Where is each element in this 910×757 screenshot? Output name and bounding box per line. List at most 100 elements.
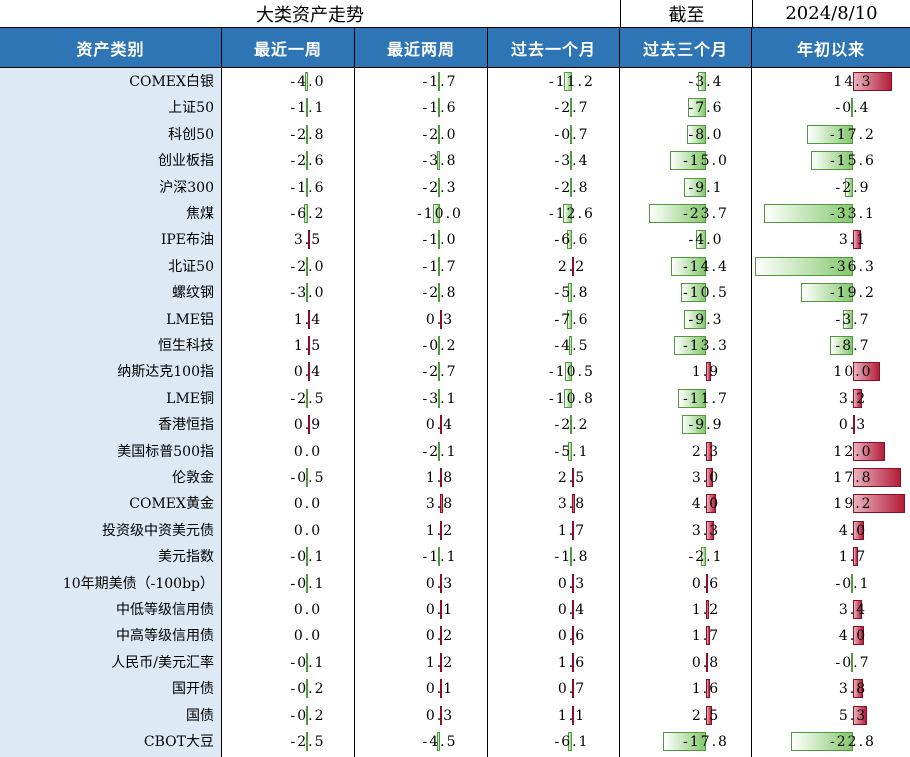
value-cell: 3.5 <box>222 227 354 253</box>
negative-bar <box>683 309 706 329</box>
asset-name: 人民币/美元汇率 <box>111 654 214 671</box>
value-text: -8.7 <box>835 338 871 354</box>
value-text: -2.8 <box>422 285 458 302</box>
positive-bar <box>706 573 708 593</box>
value-text: -2.3 <box>422 179 458 196</box>
positive-bar <box>440 520 442 540</box>
value-cell: 0.4 <box>488 597 619 623</box>
value-cell: 3.8 <box>752 676 910 702</box>
value-cell: -22.8 <box>752 729 910 755</box>
value-text: -3.7 <box>835 311 871 328</box>
table-row: 纳斯达克100指 0.4 -2.7 -10.5 1.9 10.0 <box>0 359 910 385</box>
negative-bar <box>438 124 440 144</box>
value-text: -2.9 <box>835 179 871 196</box>
positive-bar <box>706 362 711 382</box>
negative-bar <box>306 468 308 487</box>
value-cell: -1.0 <box>355 227 487 253</box>
value-cell: 0.6 <box>488 623 619 649</box>
value-text: -2.1 <box>688 549 724 566</box>
value-text: -14.4 <box>683 258 729 275</box>
value-cell: 2.3 <box>620 439 751 465</box>
value-cell: 1.7 <box>752 544 910 570</box>
value-text: -11.2 <box>549 74 595 90</box>
value-cell: -1.1 <box>222 95 354 121</box>
value-cell: 1.9 <box>620 359 751 385</box>
asset-name: COMEX白银 <box>129 74 214 90</box>
value-text: 2.3 <box>691 443 721 460</box>
positive-bar <box>308 415 310 435</box>
negative-bar <box>564 72 572 91</box>
positive-bar <box>706 441 712 461</box>
negative-bar <box>680 283 706 303</box>
table-row: 美元指数 -0.1 -1.1 -1.8 -2.1 1.7 <box>0 544 910 570</box>
positive-bar <box>853 600 863 619</box>
positive-bar <box>853 494 905 514</box>
positive-bar <box>706 652 708 672</box>
asset-name: 恒生科技 <box>158 338 214 354</box>
value-cell: -10.0 <box>355 201 487 227</box>
asset-name: 香港恒指 <box>158 417 214 434</box>
value-text: -9.3 <box>688 311 724 328</box>
asset-name: 美元指数 <box>158 549 214 566</box>
value-cell: 3.2 <box>752 386 910 412</box>
negative-bar <box>570 547 572 567</box>
value-cell: -2.6 <box>222 148 354 174</box>
value-cell: -0.2 <box>222 676 354 702</box>
positive-bar <box>572 468 574 487</box>
negative-bar <box>649 204 706 223</box>
positive-bar <box>706 705 712 725</box>
table-row: CBOT大豆 -2.5 -4.5 -6.1 -17.8 -22.8 <box>0 729 910 755</box>
value-cell: -36.3 <box>752 254 910 280</box>
value-text: -2.7 <box>422 364 458 381</box>
value-cell: -6.1 <box>488 729 619 755</box>
value-cell: -0.1 <box>222 650 354 676</box>
value-cell: -3.1 <box>355 386 487 412</box>
column-divider <box>354 68 355 757</box>
positive-bar <box>440 705 442 725</box>
negative-bar <box>754 256 853 276</box>
value-text: 0.4 <box>425 417 455 434</box>
positive-bar <box>853 362 880 382</box>
table-row: 投资级中资美元债 0.0 1.2 1.7 3.3 4.0 <box>0 518 910 544</box>
table-row: 香港恒指 0.9 0.4 -2.2 -9.9 0.3 <box>0 412 910 438</box>
table-row: 中高等级信用债 0.0 0.2 0.6 1.7 4.0 <box>0 623 910 649</box>
value-text: -2.7 <box>554 100 590 117</box>
negative-bar <box>438 177 440 197</box>
value-text: -1.7 <box>422 74 458 90</box>
positive-bar <box>440 415 442 435</box>
negative-bar <box>570 177 572 197</box>
value-text: 0.1 <box>425 681 455 698</box>
value-cell: 3.3 <box>620 518 751 544</box>
value-cell: -33.1 <box>752 201 910 227</box>
value-text: 3.3 <box>691 522 721 539</box>
asset-name: LME铝 <box>166 311 214 328</box>
value-text: -10.5 <box>683 285 729 302</box>
value-text: 14.3 <box>833 74 873 90</box>
value-text: 0.0 <box>293 602 323 618</box>
value-cell: 19.2 <box>752 491 910 517</box>
value-cell: -1.7 <box>355 69 487 95</box>
asset-name: LME铜 <box>166 390 214 407</box>
negative-bar <box>686 124 706 144</box>
value-cell: 1.5 <box>222 333 354 359</box>
negative-bar <box>851 98 853 118</box>
value-text: -8.0 <box>688 126 724 143</box>
positive-bar <box>440 626 442 646</box>
column-header-1m: 过去一个月 <box>488 28 620 67</box>
positive-bar <box>440 309 442 329</box>
positive-bar <box>853 230 862 250</box>
value-text: 0.8 <box>691 654 721 671</box>
positive-bar <box>572 256 574 276</box>
value-text: 4.0 <box>838 522 868 539</box>
table-row: 创业板指 -2.6 -3.8 -3.4 -15.0 -15.6 <box>0 148 910 174</box>
table-row: 中低等级信用债 0.0 0.1 0.4 1.2 3.4 <box>0 597 910 623</box>
value-cell: 0.4 <box>355 412 487 438</box>
value-text: 3.8 <box>425 496 455 513</box>
value-cell: 1.8 <box>355 465 487 491</box>
negative-bar <box>763 204 853 223</box>
value-cell: 1.6 <box>620 676 751 702</box>
value-cell: -5.1 <box>488 439 619 465</box>
value-text: -9.1 <box>688 179 724 196</box>
negative-bar <box>438 230 440 250</box>
